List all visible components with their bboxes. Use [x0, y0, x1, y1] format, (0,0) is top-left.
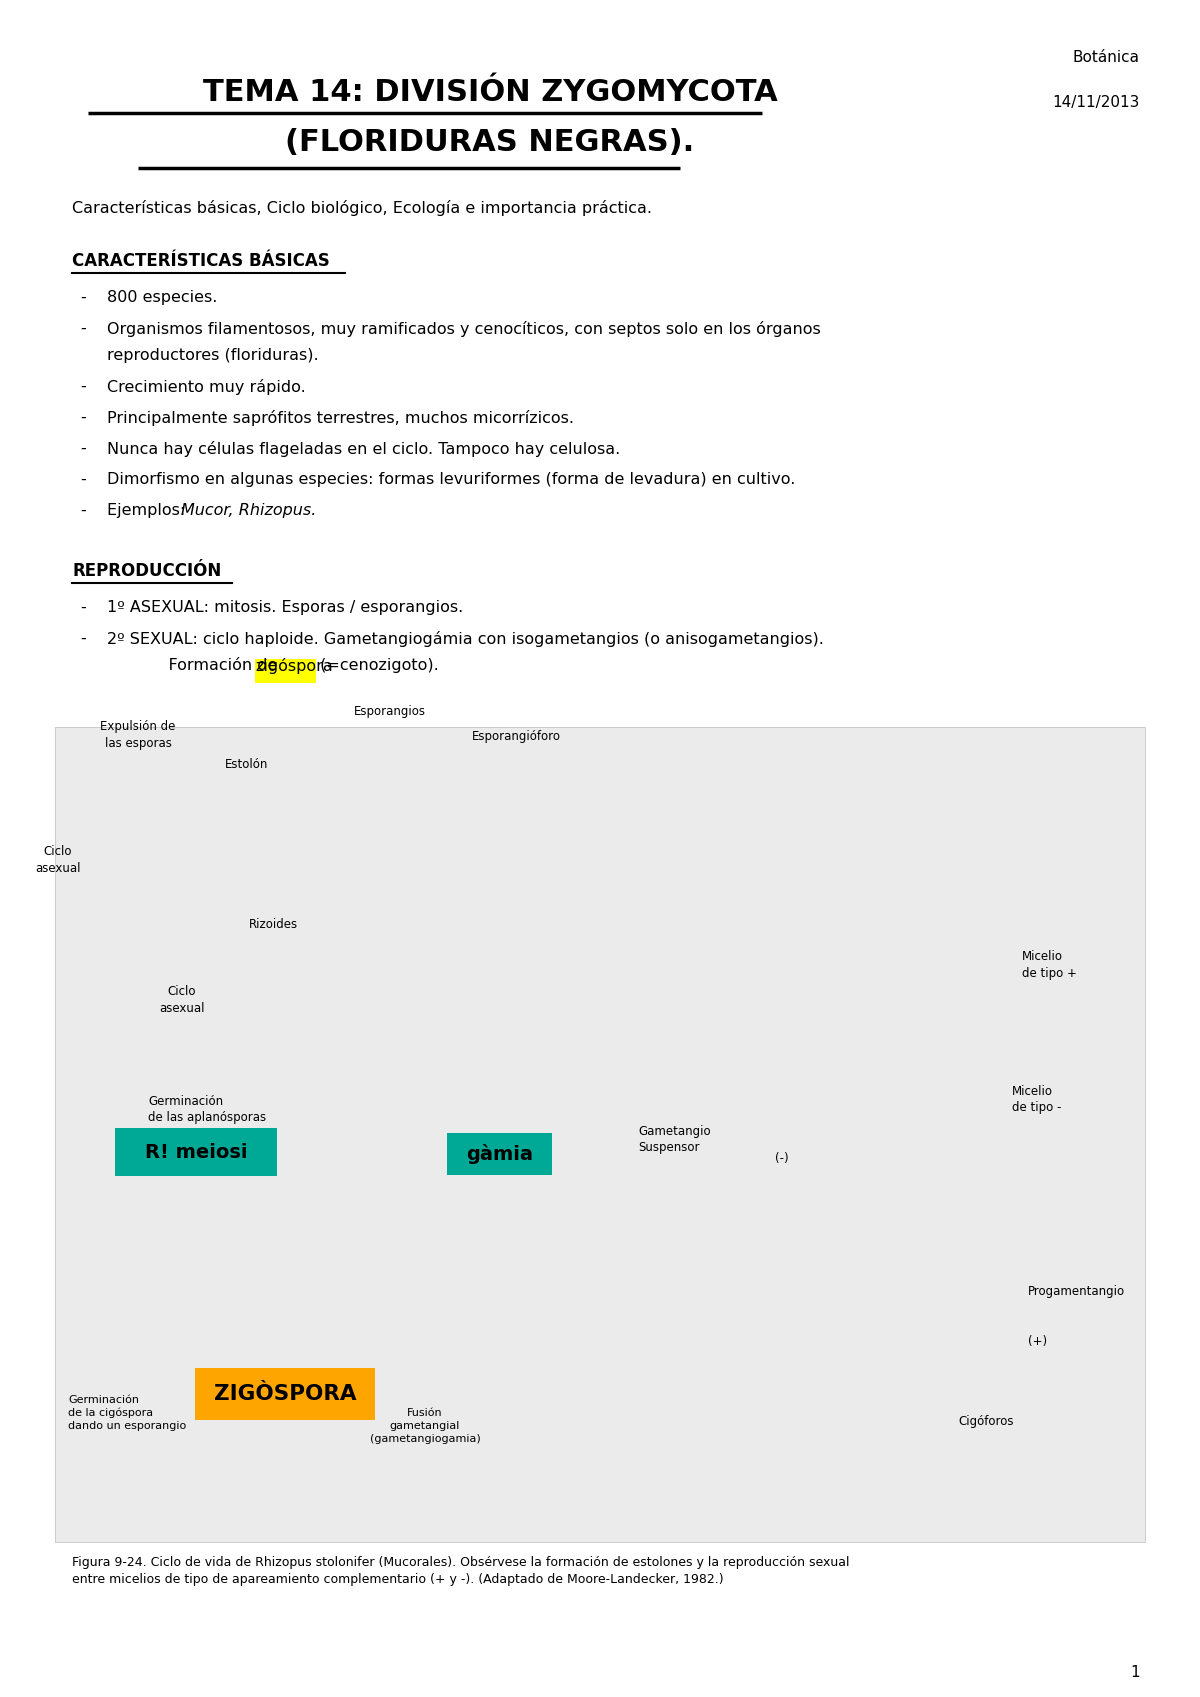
Text: 14/11/2013: 14/11/2013 [1052, 95, 1140, 110]
Text: Ejemplos:: Ejemplos: [107, 502, 191, 518]
Text: Ciclo
asexual: Ciclo asexual [35, 845, 80, 874]
Text: Nunca hay células flageladas en el ciclo. Tampoco hay celulosa.: Nunca hay células flageladas en el ciclo… [107, 441, 620, 456]
Text: Cigóforos: Cigóforos [958, 1415, 1014, 1427]
Text: Ciclo
asexual: Ciclo asexual [160, 984, 205, 1015]
Text: TEMA 14: DIVISIÓN ZYGOMYCOTA: TEMA 14: DIVISIÓN ZYGOMYCOTA [203, 78, 778, 107]
FancyBboxPatch shape [194, 1368, 374, 1420]
Text: Expulsión de
las esporas: Expulsión de las esporas [101, 720, 175, 750]
FancyBboxPatch shape [55, 726, 1145, 1543]
Text: R! meiosi: R! meiosi [145, 1142, 247, 1161]
Text: Germinación
de las aplanósporas: Germinación de las aplanósporas [148, 1095, 266, 1125]
Text: (+): (+) [1028, 1336, 1048, 1347]
Text: -: - [80, 378, 85, 394]
Text: reproductores (floriduras).: reproductores (floriduras). [107, 348, 319, 363]
Text: Gametangio
Suspensor: Gametangio Suspensor [638, 1125, 710, 1154]
Text: Fusión
gametangial
(gametangiogamia): Fusión gametangial (gametangiogamia) [370, 1409, 480, 1444]
Text: Micelio
de tipo -: Micelio de tipo - [1012, 1084, 1061, 1115]
Text: gàmia: gàmia [466, 1144, 533, 1164]
Text: Principalmente saprófitos terrestres, muchos micorrízicos.: Principalmente saprófitos terrestres, mu… [107, 411, 574, 426]
Text: (-): (-) [775, 1152, 788, 1166]
Text: Características básicas, Ciclo biológico, Ecología e importancia práctica.: Características básicas, Ciclo biológico… [72, 200, 652, 216]
Text: Crecimiento muy rápido.: Crecimiento muy rápido. [107, 378, 306, 395]
Text: -: - [80, 290, 85, 305]
Text: 2º SEXUAL: ciclo haploide. Gametangiogámia con isogametangios (o anisogametangio: 2º SEXUAL: ciclo haploide. Gametangiogám… [107, 631, 824, 647]
Text: Mucor, Rhizopus.: Mucor, Rhizopus. [181, 502, 317, 518]
Text: -: - [80, 321, 85, 336]
Text: -: - [80, 631, 85, 647]
Text: -: - [80, 601, 85, 614]
FancyBboxPatch shape [446, 1134, 552, 1174]
Text: zigóspora: zigóspora [256, 658, 334, 674]
Text: -: - [80, 472, 85, 487]
FancyBboxPatch shape [254, 658, 316, 682]
Text: Micelio
de tipo +: Micelio de tipo + [1022, 950, 1076, 979]
Text: Estolón: Estolón [226, 759, 269, 770]
Text: 1: 1 [1130, 1665, 1140, 1680]
Text: -: - [80, 411, 85, 424]
Text: -: - [80, 502, 85, 518]
Text: Botánica: Botánica [1073, 49, 1140, 64]
Text: Figura 9-24. Ciclo de vida de Rhizopus stolonifer (Mucorales). Obsérvese la form: Figura 9-24. Ciclo de vida de Rhizopus s… [72, 1556, 850, 1570]
Text: 1º ASEXUAL: mitosis. Esporas / esporangios.: 1º ASEXUAL: mitosis. Esporas / esporangi… [107, 601, 463, 614]
Text: CARACTERÍSTICAS BÁSICAS: CARACTERÍSTICAS BÁSICAS [72, 251, 330, 270]
Text: Rizoides: Rizoides [250, 918, 298, 932]
Text: REPRODUCCIÓN: REPRODUCCIÓN [72, 562, 221, 580]
Text: Germinación
de la cigóspora
dando un esporangio: Germinación de la cigóspora dando un esp… [68, 1395, 186, 1431]
Text: -: - [80, 441, 85, 456]
FancyBboxPatch shape [115, 1129, 277, 1176]
Text: (=cenozigoto).: (=cenozigoto). [316, 658, 439, 674]
Text: Esporangióforo: Esporangióforo [472, 730, 562, 743]
Text: Organismos filamentosos, muy ramificados y cenocíticos, con septos solo en los ó: Organismos filamentosos, muy ramificados… [107, 321, 821, 338]
Text: 800 especies.: 800 especies. [107, 290, 217, 305]
Text: ZIGÒSPORA: ZIGÒSPORA [214, 1385, 356, 1403]
Text: Esporangios: Esporangios [354, 704, 426, 718]
Text: (FLORIDURAS NEGRAS).: (FLORIDURAS NEGRAS). [286, 127, 695, 158]
Text: Formación de: Formación de [107, 658, 282, 674]
Text: entre micelios de tipo de apareamiento complementario (+ y -). (Adaptado de Moor: entre micelios de tipo de apareamiento c… [72, 1573, 724, 1587]
Text: Progamentangio: Progamentangio [1028, 1285, 1126, 1298]
Text: Dimorfismo en algunas especies: formas levuriformes (forma de levadura) en culti: Dimorfismo en algunas especies: formas l… [107, 472, 796, 487]
